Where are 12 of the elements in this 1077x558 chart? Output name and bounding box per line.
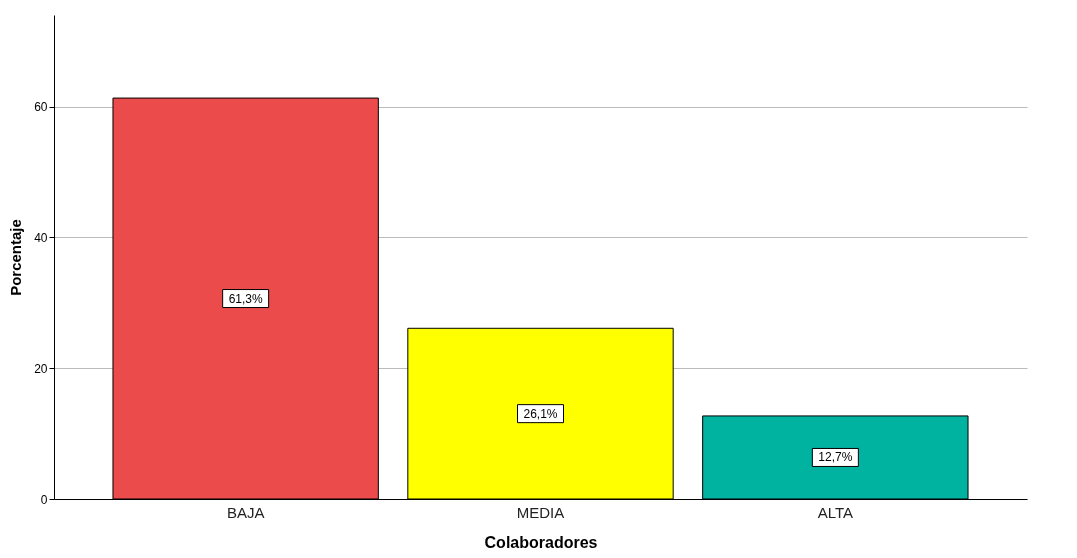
y-tick-label: 20	[34, 361, 48, 376]
y-tick-label: 0	[40, 492, 48, 507]
x-tick-label: BAJA	[226, 503, 265, 521]
x-tick-label: MEDIA	[516, 503, 565, 521]
x-axis-title: Colaboradores	[484, 533, 598, 551]
data-label: 12,7%	[818, 450, 853, 465]
y-axis-title: Porcentaje	[7, 219, 25, 296]
x-tick-label: ALTA	[817, 503, 853, 521]
data-label: 61,3%	[228, 291, 263, 306]
y-tick-label: 60	[34, 100, 48, 115]
y-tick-label: 40	[34, 230, 48, 245]
data-label: 26,1%	[523, 406, 558, 421]
